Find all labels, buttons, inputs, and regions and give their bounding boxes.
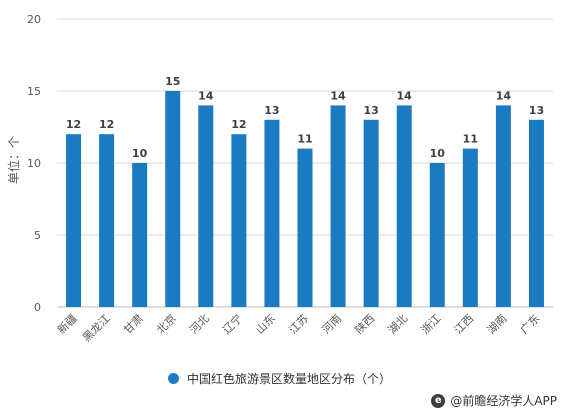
brand-logo-icon: e [431, 393, 446, 408]
x-tick-label: 河南 [319, 312, 344, 337]
y-tick-label: 20 [27, 13, 41, 26]
value-labels: 12 12 10 15 14 12 13 11 14 13 14 10 11 14 13 [66, 75, 544, 160]
legend-marker-icon [168, 372, 179, 384]
bar-value-label: 13 [363, 104, 378, 117]
bar-value-label: 10 [132, 147, 148, 160]
x-tick-label: 河北 [187, 312, 212, 337]
bar-value-label: 15 [165, 75, 180, 88]
bar [231, 134, 247, 307]
x-tick-label: 陕西 [352, 311, 377, 336]
x-tick-label: 黑龙江 [80, 312, 113, 345]
bar-value-label: 11 [463, 133, 478, 146]
y-tick-label: 0 [34, 301, 41, 314]
bar [198, 105, 214, 308]
bar-value-label: 10 [430, 147, 446, 160]
y-tick-label: 5 [34, 229, 41, 242]
x-tick-label: 北京 [153, 311, 178, 336]
bar-value-label: 13 [264, 104, 279, 117]
bar [297, 148, 313, 307]
bar-value-label: 12 [231, 118, 246, 131]
bars [66, 91, 544, 308]
bar-value-label: 12 [66, 118, 81, 131]
brand-watermark: e @前瞻经济学人APP [431, 392, 557, 409]
bar [396, 105, 412, 308]
legend-label: 中国红色旅游景区数量地区分布（个） [187, 371, 392, 386]
bar-value-label: 14 [330, 89, 346, 102]
bar [462, 148, 478, 307]
bar [132, 163, 148, 307]
x-tick-label: 湖北 [386, 312, 411, 337]
bar-value-label: 14 [496, 89, 512, 102]
x-tick-label: 辽宁 [220, 311, 245, 336]
bar [495, 105, 511, 308]
bar [165, 91, 181, 307]
x-axis-labels: 新疆 黑龙江 甘肃 北京 河北 辽宁 山东 江苏 河南 陕西 湖北 浙江 江西 湖南 广东 [54, 311, 542, 344]
x-tick-label: 浙江 [419, 312, 444, 337]
x-tick-label: 江西 [452, 312, 477, 337]
x-tick-label: 广东 [518, 312, 543, 337]
x-tick-label: 新疆 [54, 311, 79, 336]
bar [66, 134, 82, 307]
bar [363, 119, 379, 307]
bar [330, 105, 346, 308]
x-tick-label: 山东 [253, 312, 278, 337]
bar-value-label: 14 [397, 89, 413, 102]
x-tick-label: 甘肃 [121, 312, 146, 337]
x-tick-label: 湖南 [485, 312, 510, 337]
legend: 中国红色旅游景区数量地区分布（个） [168, 369, 391, 387]
y-tick-label: 10 [27, 157, 41, 170]
bar-value-label: 11 [297, 133, 312, 146]
bar [528, 119, 544, 307]
brand-text: @前瞻经济学人APP [450, 394, 557, 408]
bar [264, 119, 280, 307]
bar-value-label: 13 [529, 104, 544, 117]
bar-value-label: 12 [99, 118, 114, 131]
x-tick-label: 江苏 [286, 312, 311, 337]
y-axis-label: 单位：个 [6, 136, 21, 184]
y-tick-label: 15 [27, 85, 41, 98]
bar-value-label: 14 [198, 89, 214, 102]
y-axis-ticks: 0 5 10 15 20 [27, 13, 41, 314]
bar [429, 163, 445, 307]
bar [99, 134, 115, 307]
